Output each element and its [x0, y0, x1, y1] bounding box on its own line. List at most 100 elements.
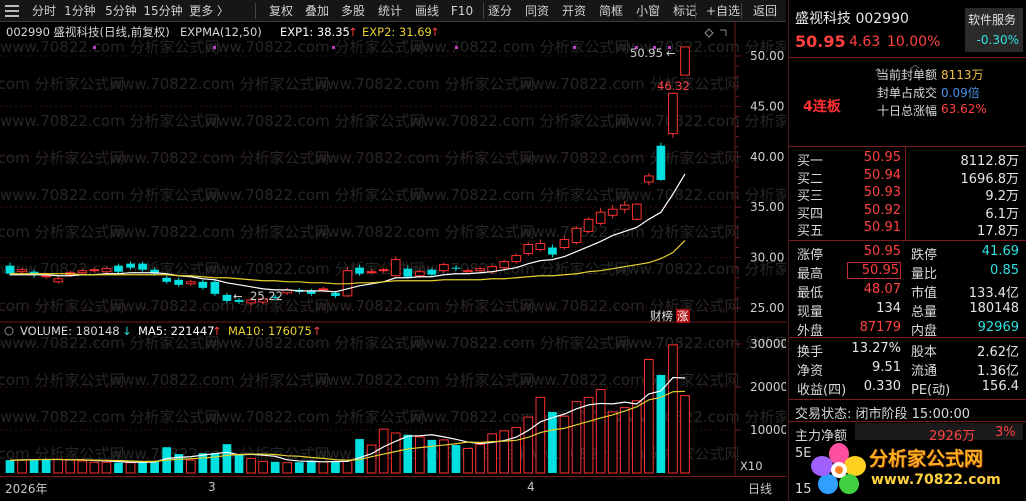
axis-year: 2026年: [5, 482, 48, 496]
tag-caibang[interactable]: 财榜: [650, 309, 673, 323]
toolbar-item-0[interactable]: 分时: [31, 4, 56, 18]
watermark-text: www.70822.com 分析家公式网: [0, 186, 220, 204]
stat-value-b3: 180148: [969, 301, 1019, 316]
sector-change: -0.30%: [976, 33, 1019, 47]
ma5-arrow: ↑: [212, 324, 222, 338]
quote-panel: 盛视科技 002990 软件服务 -0.30% 50.95 4.63 10.00…: [788, 0, 1026, 501]
watermark-text: www.70822.com 分析家公式网: [0, 371, 125, 389]
sector-box[interactable]: 软件服务 -0.30%: [965, 8, 1023, 52]
volume-bar-up: [619, 407, 630, 474]
candle-body-up: [258, 298, 268, 303]
toolbar-item-3[interactable]: 15分钟: [143, 4, 183, 18]
candle-body-down: [222, 294, 232, 301]
volume-multiplier: X10: [740, 459, 763, 473]
stat-label-a2: 最低: [797, 286, 824, 301]
scale-mode[interactable]: 日线: [748, 482, 773, 496]
expand-icon[interactable]: [720, 29, 727, 36]
toolbar-item-17[interactable]: +自选: [705, 4, 741, 18]
watermark-text: www.70822.com 分析家公式网: [315, 149, 535, 167]
candle-body-up: [607, 208, 618, 216]
volume-bar-up: [607, 411, 618, 474]
stat-value-d1: 1.36亿: [977, 364, 1019, 379]
toolbar-item-10[interactable]: F10: [450, 4, 474, 18]
toolbar-item-5[interactable]: 复权: [268, 4, 293, 18]
toolbar-item-2[interactable]: 5分钟: [105, 4, 137, 18]
toolbar-item-11[interactable]: 逐分: [487, 4, 512, 18]
watermark-text: www.70822.com 分析家公式网: [615, 38, 786, 56]
watermark-text: www.70822.com 分析家公式网: [520, 297, 740, 315]
stat-label-b1: 量比: [911, 267, 938, 282]
candle-body-down: [427, 269, 437, 275]
main-flow-pct: 3%: [995, 425, 1016, 440]
watermark-text: www.70822.com 分析家公式网: [315, 297, 535, 315]
volume-bar-up: [644, 358, 654, 474]
ma5-line: [9, 376, 686, 463]
volume-bar-up: [631, 400, 642, 474]
collapse-chevron-icon[interactable]: ︿: [910, 60, 920, 71]
bid-volume-1: 1696.8万: [960, 171, 1020, 187]
toolbar-item-13[interactable]: 开资: [561, 4, 586, 18]
volume-bar-up: [668, 344, 678, 474]
candle-body-down: [162, 277, 172, 282]
toolbar-item-14[interactable]: 简框: [598, 4, 623, 18]
toolbar-separator: [695, 3, 696, 19]
toolbar-item-6[interactable]: 叠加: [304, 4, 329, 18]
axis-month-4: 4: [527, 480, 535, 494]
watermark-text: www.70822.com 分析家公式网: [520, 223, 740, 241]
marker-dot: [653, 46, 656, 49]
volume-settings-icon[interactable]: [4, 326, 14, 336]
candle-body-up: [366, 271, 377, 274]
stat-label-c2: 收益(四): [797, 383, 847, 398]
volume-bar-up: [17, 459, 27, 474]
volume-bar-up: [414, 436, 425, 474]
watermark-text: www.70822.com 分析家公式网: [0, 38, 220, 56]
volume-bar-down: [234, 454, 244, 473]
ma5-value: MA5: 221447: [138, 324, 215, 338]
stat-value-a0: 50.95: [863, 244, 901, 259]
watermark-text: www.70822.com 分析家公式网: [205, 186, 425, 204]
toolbar-item-8[interactable]: 统计: [377, 4, 402, 18]
volume-bar-up: [535, 396, 546, 474]
volume-bar-up: [185, 459, 196, 474]
toolbar-item-18[interactable]: 返回: [752, 4, 777, 18]
stat-value-d0: 2.62亿: [977, 345, 1019, 360]
diamond-icon[interactable]: [704, 28, 714, 38]
ma10-value: MA10: 176075: [228, 324, 312, 338]
bid-volume-2: 9.2万: [985, 189, 1019, 204]
stat-label-b0: 跌停: [911, 248, 938, 263]
watermark-text: www.70822.com 分析家公式网: [615, 186, 786, 204]
exp2-value: EXP2: 31.69: [362, 25, 432, 39]
menu-icon[interactable]: [5, 5, 19, 17]
toolbar-item-12[interactable]: 同资: [524, 4, 549, 18]
marker-dot: [213, 46, 216, 49]
candle-body-down: [451, 267, 461, 269]
candle-body-down: [307, 290, 316, 294]
volume-bar-down: [656, 374, 666, 473]
seal-value-1: 0.09倍: [941, 86, 980, 100]
candle-body-down: [126, 263, 135, 268]
low-arrow: ←: [233, 289, 243, 303]
seal-value-2: 63.62%: [941, 102, 987, 116]
marker-dot: [93, 46, 96, 49]
candle-body-down: [355, 267, 364, 274]
candle-body-down: [138, 263, 147, 270]
volume-bar-up: [680, 395, 690, 474]
high-arrow: ←: [666, 46, 676, 60]
tag-zhang[interactable]: 涨: [677, 309, 689, 323]
partial-row-2: 15: [795, 482, 812, 497]
volume-bar-down: [427, 439, 437, 473]
toolbar-item-4[interactable]: 更多 〉: [189, 4, 229, 18]
toolbar-item-1[interactable]: 1分钟: [64, 4, 96, 18]
flower-logo-icon: [811, 443, 866, 494]
candle-body-up: [631, 203, 642, 220]
stat-label-d2: PE(动): [911, 383, 951, 398]
watermark-text: www.70822.com 分析家公式网: [205, 112, 425, 130]
toolbar-item-15[interactable]: 小窗: [635, 4, 660, 18]
toolbar-item-9[interactable]: 画线: [414, 4, 439, 18]
volume-bar-down: [174, 454, 184, 473]
bid-volume-4: 17.8万: [977, 224, 1019, 239]
watermark-text: www.70822.com 分析家公式网: [410, 334, 630, 352]
toolbar-item-7[interactable]: 多股: [340, 4, 365, 18]
toolbar-item-16[interactable]: 标记: [672, 4, 697, 18]
